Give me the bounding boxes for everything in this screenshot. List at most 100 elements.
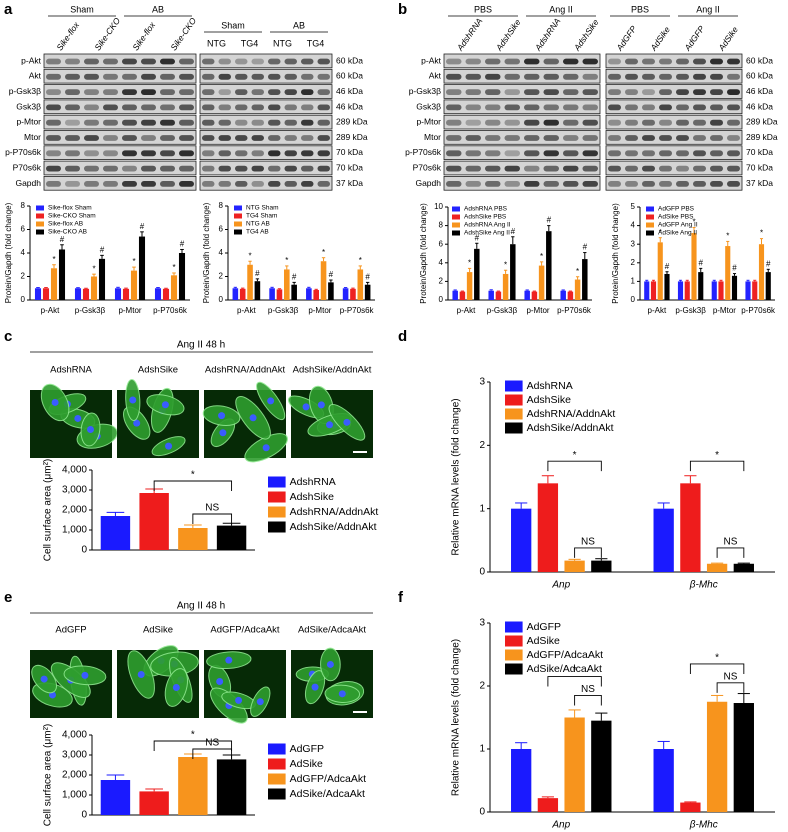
blot-row-label: Akt <box>429 71 442 81</box>
y-tick-label: 3,000 <box>62 485 87 496</box>
blot-band <box>659 73 672 80</box>
blot-band <box>202 104 215 111</box>
blot-band <box>446 73 462 80</box>
bar-annotation: * <box>540 252 543 261</box>
blot-band <box>485 135 501 141</box>
x-tick-label: p-P70s6k <box>741 306 776 315</box>
bar-annotation: * <box>359 256 362 265</box>
x-tick-label: p-Gsk3β <box>487 306 518 315</box>
blot-band <box>235 135 248 141</box>
blot-band <box>65 150 80 157</box>
blot-band <box>46 104 61 111</box>
blot-band <box>103 58 118 65</box>
blot-row-label: Gsk3β <box>16 101 41 111</box>
blot-band <box>160 104 175 111</box>
blot-band <box>284 104 297 111</box>
bar <box>706 563 728 572</box>
blot-band <box>727 180 740 187</box>
blot-band <box>710 165 723 172</box>
blot-lane-label: Sike-flox <box>130 19 157 52</box>
blot-strip <box>199 145 333 161</box>
blot-band <box>727 73 740 80</box>
y-tick-label: 0 <box>479 807 485 818</box>
blot-band <box>235 150 248 157</box>
panel-label: a <box>4 1 13 18</box>
blot-band <box>446 165 462 172</box>
bar <box>698 272 704 300</box>
blot-lane-label: Sike-CKO <box>168 15 198 52</box>
nucleus <box>225 656 233 664</box>
blot-band <box>563 180 579 187</box>
blot-band <box>543 180 559 187</box>
blot-band <box>301 165 314 172</box>
bar-annotation: * <box>726 232 729 241</box>
blot-band <box>218 165 231 172</box>
bar-annotation: # <box>180 240 185 249</box>
bar-annotation: # <box>583 243 588 252</box>
bar <box>154 288 162 300</box>
nucleus <box>161 401 169 409</box>
blot-band <box>317 180 330 187</box>
blot-size-label: 37 kDa <box>336 178 363 188</box>
bar-annotation: # <box>475 233 480 242</box>
legend-swatch <box>268 788 286 800</box>
bar-annotation: * <box>659 228 662 237</box>
x-tick-label: β-Mhc <box>689 580 718 591</box>
blot-band <box>317 73 330 80</box>
bar <box>691 233 697 300</box>
bar <box>653 508 674 572</box>
significance-bracket <box>574 547 602 558</box>
legend-label: Sike-flox AB <box>48 221 83 228</box>
x-tick-label: p-Mtor <box>118 306 141 315</box>
blot-band <box>446 119 462 126</box>
bar-annotation: # <box>365 272 370 281</box>
blot-band <box>301 58 314 65</box>
bar <box>466 272 473 300</box>
blot-band <box>727 150 740 157</box>
significance-label: * <box>573 450 577 461</box>
nucleus <box>343 418 351 426</box>
blot-band <box>251 165 264 172</box>
blot-band <box>65 89 80 96</box>
blot-band <box>543 89 559 96</box>
significance-label: NS <box>581 684 595 695</box>
bar <box>130 270 138 300</box>
bar <box>765 272 771 300</box>
y-tick-label: 6 <box>439 239 444 248</box>
bar <box>650 281 657 300</box>
blot-band <box>504 89 520 96</box>
bar-annotation: # <box>699 258 704 267</box>
bar <box>474 248 480 300</box>
blot-band <box>676 58 689 65</box>
blot-band <box>727 104 740 111</box>
blot-strip <box>605 114 743 130</box>
blot-band <box>268 73 281 80</box>
bar <box>34 288 42 300</box>
blot-strip <box>605 160 743 176</box>
y-tick-label: 0 <box>479 567 485 578</box>
legend-label: AdshRNA Ang II <box>464 222 511 229</box>
blot-band <box>317 135 330 141</box>
bar <box>560 290 566 300</box>
significance-bracket <box>547 676 602 687</box>
blot-band <box>625 150 638 157</box>
bar <box>452 290 458 300</box>
blot-band <box>446 104 462 111</box>
bar <box>677 281 684 300</box>
blot-strip <box>43 84 197 99</box>
blot-lane-label: Sike-flox <box>54 19 81 52</box>
legend-label: AdshSike PBS <box>464 214 507 221</box>
blot-band <box>659 135 672 141</box>
legend-label: AdshSike Ang II <box>464 230 510 237</box>
nucleus <box>129 396 137 404</box>
blot-band <box>218 135 231 141</box>
blot-row-label: p-Akt <box>21 55 41 65</box>
blot-band <box>65 180 80 187</box>
nucleus <box>302 403 310 411</box>
blot-band <box>141 180 156 187</box>
significance-label: * <box>573 665 577 676</box>
blot-band <box>103 180 118 187</box>
significance-bracket <box>153 480 233 491</box>
blot-band <box>710 135 723 141</box>
blot-band <box>103 165 118 172</box>
